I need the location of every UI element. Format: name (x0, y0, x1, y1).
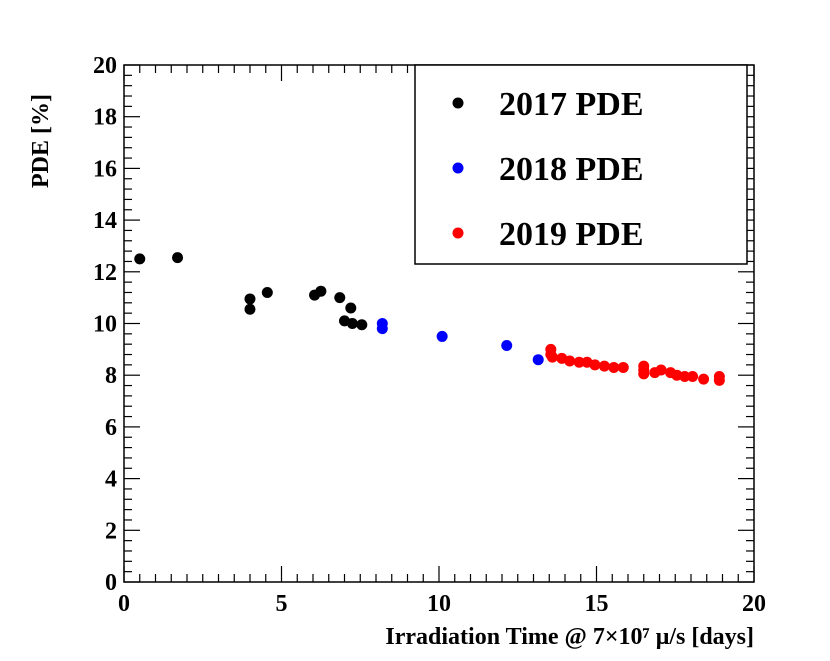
data-point (346, 318, 358, 329)
axis-tick-labels: 0 5 10 15 20 0 2 4 6 8 10 12 14 16 18 20 (93, 53, 766, 617)
y-tick-label: 10 (93, 312, 117, 338)
data-point (315, 285, 327, 297)
legend-marker (452, 227, 464, 239)
data-point (172, 252, 184, 264)
y-axis-title: PDE [%] (28, 94, 54, 188)
x-tick-label: 5 (276, 591, 288, 617)
data-point (244, 293, 256, 305)
y-tick-label: 8 (105, 363, 117, 389)
x-tick-label: 10 (427, 591, 451, 617)
y-tick-label: 2 (105, 518, 117, 544)
data-point (261, 286, 273, 298)
y-tick-label: 20 (93, 53, 117, 79)
y-tick-label: 12 (93, 260, 117, 286)
y-tick-label: 4 (105, 467, 117, 493)
x-tick-label: 20 (742, 591, 766, 617)
data-point (501, 339, 513, 351)
data-point (436, 330, 448, 342)
legend-marker (452, 162, 464, 174)
data-point (356, 319, 368, 331)
data-point (564, 355, 576, 367)
data-point (589, 359, 601, 371)
data-point (679, 370, 691, 382)
data-point (244, 303, 256, 315)
data-point (687, 370, 699, 382)
data-point (376, 323, 388, 335)
data-point (334, 292, 346, 304)
data-point (573, 356, 585, 368)
x-tick-label: 15 (585, 591, 609, 617)
data-point (638, 368, 650, 380)
legend-box (414, 64, 748, 265)
data-point (608, 361, 620, 373)
x-axis-title: Irradiation Time @ 7×10⁷ μ/s [days] (385, 624, 754, 650)
y-tick-label: 6 (105, 415, 117, 441)
data-point (546, 351, 558, 363)
data-point (655, 364, 667, 376)
y-tick-label: 16 (93, 156, 117, 182)
legend-marker (452, 97, 464, 109)
data-point (345, 302, 357, 314)
data-point (617, 361, 629, 373)
x-tick-label: 0 (118, 591, 130, 617)
data-point (532, 354, 544, 366)
legend-label: 2018 PDE (499, 151, 644, 188)
y-tick-label: 14 (93, 208, 117, 234)
legend-label: 2017 PDE (499, 86, 644, 123)
data-points (134, 252, 725, 386)
y-tick-label: 18 (93, 105, 117, 131)
data-point (713, 374, 725, 386)
data-point (598, 360, 610, 372)
y-tick-label: 0 (105, 570, 117, 596)
data-point (698, 373, 710, 385)
legend: 2017 PDE 2018 PDE 2019 PDE (452, 86, 644, 253)
data-point (134, 253, 146, 265)
legend-label: 2019 PDE (499, 216, 644, 253)
